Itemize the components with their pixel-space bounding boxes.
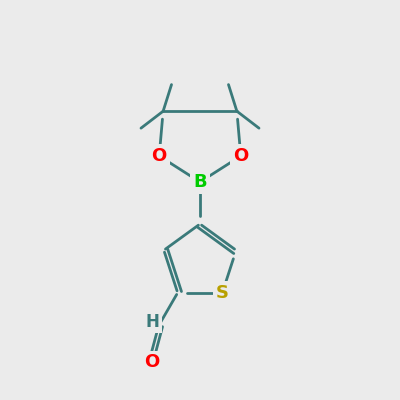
Text: S: S <box>216 284 229 302</box>
Text: O: O <box>144 354 159 372</box>
Text: B: B <box>193 173 207 191</box>
Text: O: O <box>152 147 167 165</box>
Text: H: H <box>146 313 160 331</box>
Text: O: O <box>233 147 248 165</box>
